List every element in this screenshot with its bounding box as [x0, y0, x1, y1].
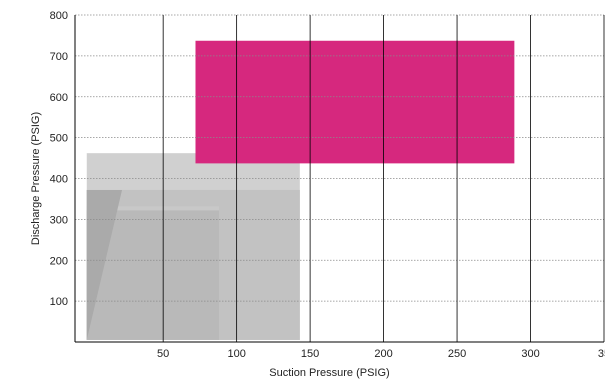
x-axis-label: Suction Pressure (PSIG) — [269, 367, 389, 379]
x-tick-label: 250 — [448, 348, 466, 360]
y-tick-label: 500 — [50, 133, 68, 145]
x-tick-label: 50 — [157, 348, 169, 360]
grid — [75, 14, 605, 342]
operating-regions — [86, 40, 515, 340]
y-tick-labels: 100 200 300 400 500 600 700 800 — [50, 10, 68, 308]
x-tick-label: 35 — [598, 348, 605, 360]
y-tick-label: 800 — [50, 10, 68, 22]
y-tick-label: 700 — [50, 51, 68, 63]
region-5 — [195, 40, 515, 164]
axes — [74, 15, 604, 343]
y-axis-label: Discharge Pressure (PSIG) — [30, 112, 42, 245]
x-tick-label: 200 — [374, 348, 392, 360]
y-tick-label: 200 — [50, 255, 68, 267]
region-4 — [86, 189, 123, 340]
x-tick-label: 150 — [301, 348, 319, 360]
y-tick-label: 400 — [50, 174, 68, 186]
x-tick-label: 100 — [227, 348, 245, 360]
y-tick-label: 100 — [50, 296, 68, 308]
x-tick-label: 300 — [521, 348, 539, 360]
y-tick-label: 600 — [50, 92, 68, 104]
y-tick-label: 300 — [50, 214, 68, 226]
x-tick-labels: 50 100 150 200 250 300 35 — [157, 348, 605, 360]
